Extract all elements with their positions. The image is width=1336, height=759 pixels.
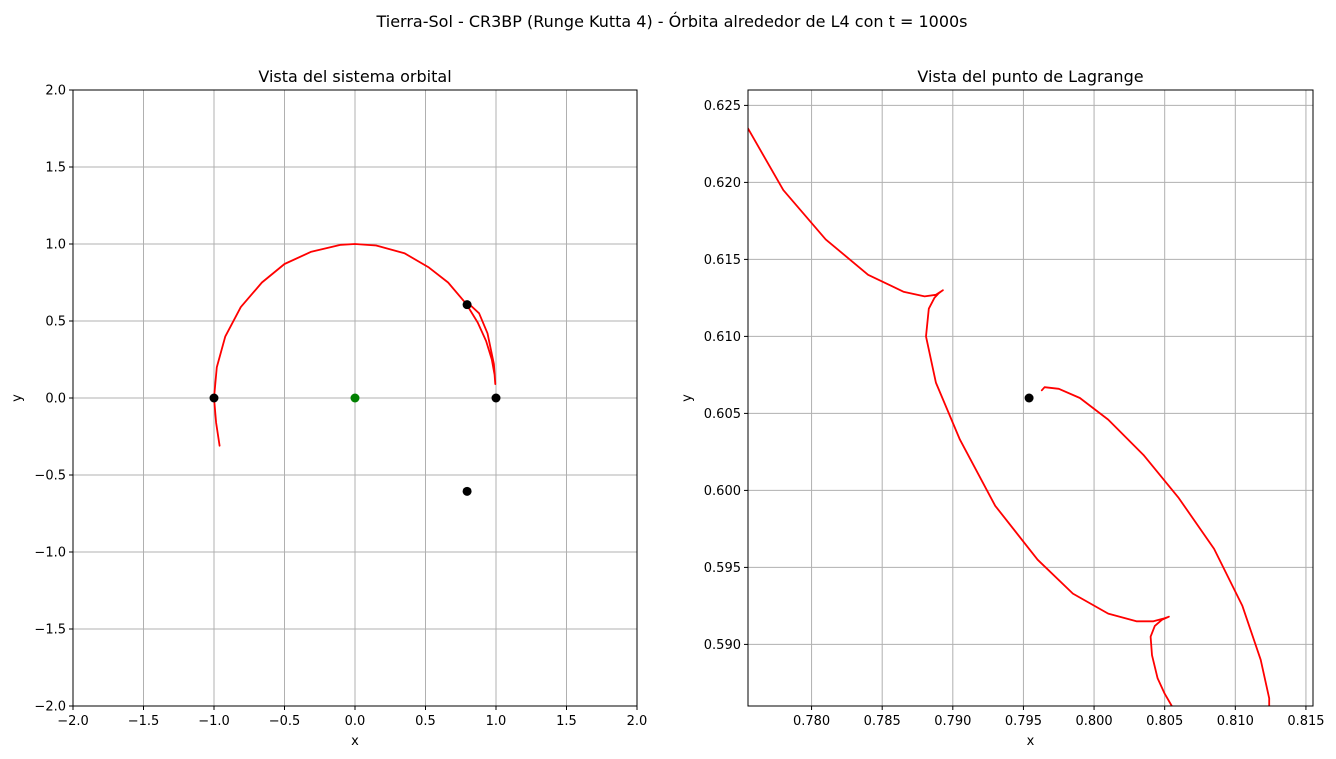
left-y-tick-label: −0.5 [34, 469, 66, 484]
left-axes-title: Vista del sistema orbital [258, 67, 451, 86]
left-y-tick-label: 0.0 [45, 392, 66, 407]
right-x-tick-label: 0.785 [864, 714, 901, 729]
right-y-tick-label: 0.590 [704, 638, 741, 653]
right-axes-frame [747, 89, 1314, 707]
right-axes-title: Vista del punto de Lagrange [917, 67, 1143, 86]
left-y-tick-label: 1.0 [45, 238, 66, 253]
left-x-tick-label: 0.5 [415, 714, 436, 729]
left-y-tick-label: −1.0 [34, 546, 66, 561]
left-y-axis-label: y [10, 394, 25, 402]
right-y-tick-label: 0.620 [704, 176, 741, 191]
left-ticks: −2.0 −1.5 −1.0 −0.5 0.0 0.5 1.0 1.5 2.0 −2.0 −1.5 −… [34, 84, 647, 730]
right-x-tick-label: 0.800 [1075, 714, 1112, 729]
left-x-tick-label: 1.5 [556, 714, 577, 729]
left-body-point-2 [491, 393, 501, 403]
left-y-tick-label: 1.5 [45, 161, 66, 176]
left-body-point-5 [350, 393, 360, 403]
figure-suptitle: Tierra-Sol - CR3BP (Runge Kutta 4) - Órb… [375, 12, 967, 31]
left-y-tick-label: 0.5 [45, 315, 66, 330]
left-x-tick-label: −2.0 [57, 714, 89, 729]
left-y-tick-label: 2.0 [45, 84, 66, 99]
left-x-axis-label: x [351, 734, 359, 749]
left-y-tick-label: −1.5 [34, 623, 66, 638]
right-y-tick-label: 0.610 [704, 330, 741, 345]
right-x-axis-label: x [1027, 734, 1035, 749]
right-y-tick-label: 0.625 [704, 99, 741, 114]
right-grid [748, 90, 1313, 706]
left-x-tick-label: −1.5 [128, 714, 160, 729]
right-plot-area [748, 127, 1271, 706]
right-x-tick-label: 0.810 [1217, 714, 1254, 729]
left-body-point-3 [462, 300, 472, 310]
left-y-tick-label: −2.0 [34, 700, 66, 715]
right-y-tick-label: 0.605 [704, 407, 741, 422]
right-orbit-line-1 [1040, 386, 1271, 706]
left-plot-area [209, 243, 501, 496]
right-y-axis-label: y [680, 394, 695, 402]
left-orbit-line-0 [213, 243, 497, 447]
right-x-tick-label: 0.805 [1146, 714, 1183, 729]
right-y-tick-label: 0.615 [704, 253, 741, 268]
left-x-tick-label: −1.0 [198, 714, 230, 729]
right-x-tick-label: 0.815 [1287, 714, 1324, 729]
right-panel: 0.780 0.785 0.790 0.795 0.800 0.805 0.810 0.815… [680, 67, 1325, 749]
left-x-tick-label: 2.0 [627, 714, 648, 729]
right-y-tick-label: 0.600 [704, 484, 741, 499]
right-x-tick-label: 0.780 [793, 714, 830, 729]
left-body-point-4 [462, 486, 472, 496]
left-x-tick-label: 0.0 [345, 714, 366, 729]
right-body-point-2 [1024, 393, 1034, 403]
right-orbit-line-0 [748, 127, 1173, 706]
right-x-tick-label: 0.795 [1005, 714, 1042, 729]
right-ticks: 0.780 0.785 0.790 0.795 0.800 0.805 0.810 0.815… [704, 99, 1325, 729]
left-x-tick-label: −0.5 [269, 714, 301, 729]
right-y-tick-label: 0.595 [704, 561, 741, 576]
left-panel: −2.0 −1.5 −1.0 −0.5 0.0 0.5 1.0 1.5 2.0 −2.0 −1.5 −… [10, 67, 647, 749]
left-x-tick-label: 1.0 [486, 714, 507, 729]
left-body-point-1 [209, 393, 219, 403]
right-x-tick-label: 0.790 [934, 714, 971, 729]
